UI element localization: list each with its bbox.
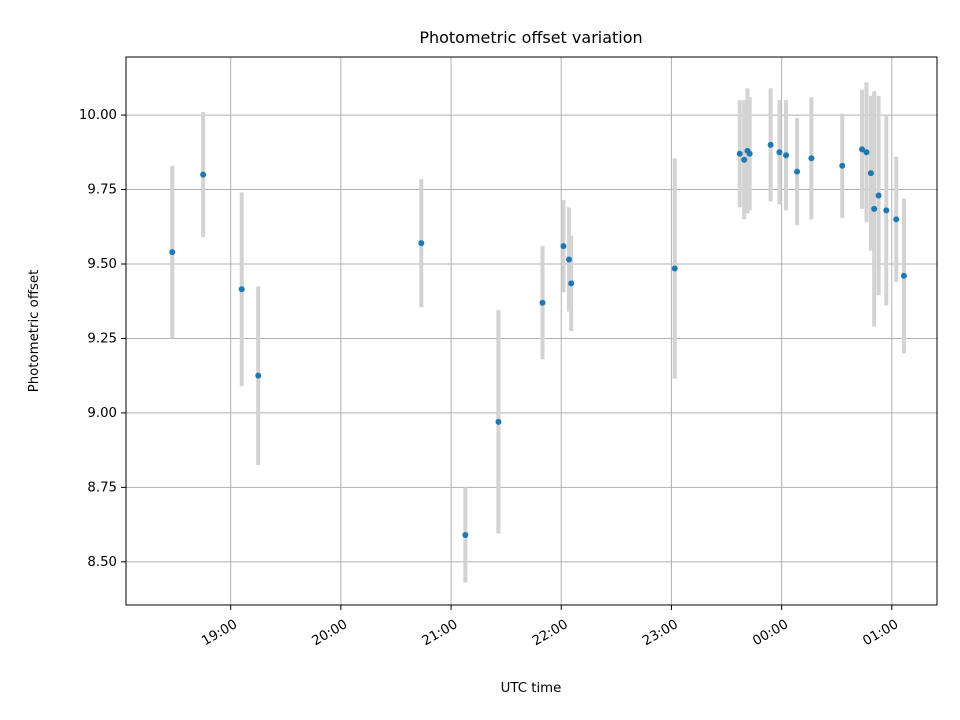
y-tick-label: 8.75 [87, 480, 117, 495]
y-tick-label: 8.50 [87, 555, 117, 570]
data-point [200, 171, 207, 178]
data-point [671, 265, 678, 272]
data-point [883, 207, 890, 214]
data-point [565, 256, 572, 263]
y-tick-label: 9.25 [87, 331, 117, 346]
data-point [900, 272, 907, 279]
data-point [462, 532, 469, 539]
grid [126, 57, 937, 605]
y-axis-label: Photometric offset [27, 270, 42, 393]
data-point [808, 155, 815, 162]
data-point [893, 216, 900, 223]
data-point [418, 240, 425, 247]
data-point [539, 299, 546, 306]
y-tick-label: 9.00 [87, 406, 117, 421]
data-point [238, 286, 245, 293]
data-point [495, 418, 502, 425]
axes-frame [125, 56, 938, 606]
data-point [736, 150, 743, 157]
chart-title: Photometric offset variation [419, 28, 642, 47]
data-point [863, 149, 870, 156]
data-point [875, 192, 882, 199]
data-point [741, 156, 748, 163]
data-point [871, 205, 878, 212]
data-point [560, 243, 567, 250]
data-point [169, 249, 176, 256]
data-point [859, 146, 866, 153]
data-point [794, 168, 801, 175]
data-point [783, 152, 790, 159]
y-tick-label: 10.00 [79, 108, 117, 123]
data-point [746, 150, 753, 157]
data-point [568, 280, 575, 287]
data-point [255, 372, 262, 379]
y-axis-ticks: 8.50 8.75 9.00 9.25 9.50 9.75 10.00 [79, 108, 126, 570]
data-point [867, 170, 874, 177]
x-axis-label: UTC time [501, 681, 562, 696]
data-points [169, 141, 907, 539]
data-point [839, 162, 846, 169]
data-point [776, 149, 783, 156]
y-tick-label: 9.75 [87, 183, 117, 198]
y-tick-label: 9.50 [87, 257, 117, 272]
data-point [767, 141, 774, 148]
